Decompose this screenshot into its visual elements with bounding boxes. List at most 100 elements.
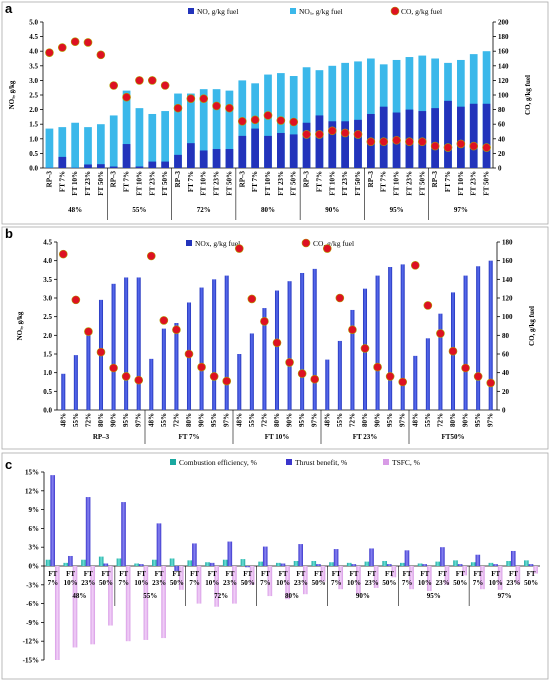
panel-b-nox-bar (111, 283, 116, 410)
panel-a-fuel-label: FT 10% (457, 171, 465, 196)
panel-c-tsfc-bar (533, 566, 538, 574)
panel-a-nox-bar (225, 90, 234, 168)
panel-a-fuel-label: FT 10% (200, 171, 208, 196)
panel-c-thrust-bar (493, 564, 498, 566)
panel-a-legend-label: CO, g/kg fuel (401, 7, 442, 16)
panel-b-co-marker (335, 293, 345, 303)
panel-b-left-tick-label: 3.5 (43, 276, 52, 284)
panel-c-fuel-label: 23% (81, 579, 95, 587)
panel-a-co-marker (160, 81, 170, 90)
panel-c-tsfc-bar (497, 566, 503, 590)
panel-b-co-marker (486, 378, 496, 388)
panel-b-co-marker (209, 372, 219, 381)
panel-a-nox-bar (264, 74, 272, 168)
panel-a-no-bar (457, 106, 465, 168)
panel-a-fuel-label: RP–3 (367, 171, 375, 188)
panel-b-co-marker (410, 261, 420, 270)
panel-c-fuel-label: FT (385, 570, 394, 578)
panel-c-tsfc-bar (426, 566, 432, 592)
panel-c-legend-label: Combustion efficiency, % (179, 458, 257, 467)
panel-a-fuel-label: FT 23% (84, 171, 92, 196)
panel-c-comb-bar (81, 559, 86, 566)
panel-a-right-tick-label: 20 (498, 150, 506, 158)
panel-c-fuel-label: FT (137, 570, 146, 578)
panel-b-co-marker (436, 329, 445, 338)
panel-b-co-marker (159, 316, 169, 325)
panel-a-co-marker (70, 37, 80, 47)
panel-a-co-marker (212, 101, 221, 111)
panel-b-nox-bar (325, 359, 330, 410)
panel-c-thrust-bar (475, 554, 481, 566)
panel-c-frame (1, 452, 549, 680)
panel-c-fuel-label: 50% (382, 579, 396, 587)
panel-c-fuel-label: 50% (453, 579, 467, 587)
panel-c-group-label: 80% (285, 592, 299, 600)
panel-a-left-tick-label: 5.0 (29, 19, 38, 27)
panel-c-tsfc-bar (143, 566, 149, 640)
panel-c-tick-label: 12% (25, 487, 39, 495)
panel-a-no-bar (354, 119, 362, 168)
panel-b-co-marker (197, 362, 206, 372)
panel-a-fuel-label: FT 10% (135, 171, 143, 196)
panel-a-no-bar (109, 166, 118, 168)
panel-a-no-bar (212, 149, 221, 168)
panel-b-nox-bar (400, 264, 405, 410)
panel-c-comb-bar (116, 558, 122, 566)
panel-c-comb-bar (134, 563, 139, 566)
panel-b-co-marker (109, 363, 118, 373)
panel-b-co-marker (84, 327, 93, 336)
panel-b-load-label: 97% (311, 413, 319, 427)
panel-c-legend-swatch (383, 459, 389, 465)
panel-c-label: c (5, 457, 12, 472)
panel-a-co-marker (405, 137, 414, 147)
panel-a-legend-label: NOₓ, g/kg fuel (299, 7, 343, 16)
panel-a-left-tick-label: 3.0 (29, 77, 38, 85)
panel-c-fuel-label: FT (332, 570, 341, 578)
panel-b-co-marker (322, 244, 332, 253)
panel-c-thrust-bar (262, 546, 268, 566)
panel-a-nox-bar (148, 113, 157, 168)
panel-c-fuel-label: 7% (260, 579, 271, 587)
panel-a-co-marker (482, 143, 491, 152)
panel-c-legend-label: TSFC, % (392, 458, 420, 467)
panel-b-load-label: 72% (84, 413, 92, 427)
panel-a-nox-bar (109, 115, 118, 168)
panel-c-fuel-label: FT (314, 570, 323, 578)
panel-a-nox-bar (212, 89, 221, 168)
panel-b-co-marker (461, 363, 470, 373)
panel-b-load-label: 72% (348, 413, 356, 427)
panel-b-nox-bar (199, 287, 204, 410)
panel-c-thrust-bar (422, 564, 427, 566)
panel-c-thrust-bar (68, 555, 73, 566)
panel-a-fuel-label: FT 23% (341, 171, 349, 196)
panel-a-no-bar (135, 166, 144, 168)
panel-b-load-label: 55% (248, 413, 256, 427)
panel-c-comb-bar (417, 563, 423, 566)
panel-a-legend-marker (390, 6, 400, 16)
panel-a-nox-bar (354, 61, 362, 168)
panel-b-left-tick-label: 3.0 (43, 295, 52, 303)
panel-b-right-tick-label: 20 (502, 388, 510, 396)
panel-a-right-tick-label: 200 (498, 19, 509, 27)
panel-c-comb-bar (276, 562, 281, 566)
panel-a-right-tick-label: 80 (498, 106, 506, 114)
panel-b-load-label: 95% (386, 413, 394, 427)
panel-b-co-marker (71, 295, 81, 305)
panel-a-no-bar (302, 122, 311, 168)
panel-c-tick-label: -6% (26, 600, 39, 608)
panel-b-load-label: 48% (235, 413, 243, 427)
panel-c-comb-bar (524, 560, 529, 566)
panel-b-nox-bar (224, 275, 229, 410)
panel-a-nox-bar (328, 65, 337, 168)
panel-c-tick-label: -9% (26, 619, 39, 627)
panel-a-nox-bar (45, 128, 54, 168)
panel-a-legend-label: NO, g/kg fuel (197, 7, 238, 16)
panel-a-nox-bar (341, 62, 349, 168)
panel-b-legend-swatch (186, 240, 192, 246)
panel-a-no-bar (187, 143, 195, 168)
panel-b-load-label: 55% (336, 413, 344, 427)
panel-c-tick-label: 0% (29, 563, 40, 571)
panel-c-fuel-label: FT (367, 570, 376, 578)
panel-c-fuel-label: FT (279, 570, 288, 578)
panel-b-co-marker (272, 338, 282, 348)
